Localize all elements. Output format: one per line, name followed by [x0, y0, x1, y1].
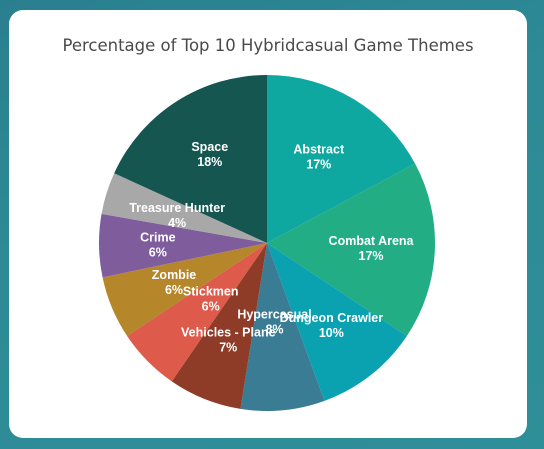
slice-label-stickmen: Stickmen	[183, 284, 239, 298]
slice-value-crime: 6%	[149, 246, 167, 260]
slice-value-treasure-hunter: 4%	[168, 216, 186, 230]
pie-slice-abstract	[267, 75, 416, 243]
slice-value-dungeon-crawler: 10%	[319, 326, 344, 340]
pie-slice-zombie	[102, 243, 267, 337]
slice-label-treasure-hunter: Treasure Hunter	[129, 201, 225, 215]
slice-value-stickmen: 6%	[202, 299, 220, 313]
pie-slice-space	[114, 75, 267, 243]
slice-value-hypercasual: 8%	[265, 323, 283, 337]
slice-label-space: Space	[191, 140, 228, 154]
slice-label-zombie: Zombie	[152, 268, 196, 282]
slice-value-combat-arena: 17%	[359, 249, 384, 263]
pie-slice-stickmen	[127, 243, 267, 382]
chart-title: Percentage of Top 10 Hybridcasual Game T…	[62, 36, 474, 55]
slice-value-space: 18%	[197, 155, 222, 169]
pie-slice-dungeon-crawler	[267, 243, 407, 401]
pie-slice-combat-arena	[267, 163, 435, 337]
slice-label-dungeon-crawler: Dungeon Crawler	[280, 311, 384, 325]
pie-slice-crime	[99, 213, 267, 278]
slice-label-crime: Crime	[140, 231, 175, 245]
pie-slice-treasure-hunter	[101, 173, 267, 243]
pie-slice-vehicles-plane	[171, 243, 267, 409]
pie-slice-hypercasual	[240, 243, 325, 412]
slice-value-abstract: 17%	[306, 158, 331, 172]
slice-value-zombie: 6%	[165, 283, 183, 297]
slice-label-vehicles-plane: Vehicles - Plane	[181, 326, 276, 340]
slice-label-hypercasual: Hypercasual	[237, 308, 311, 322]
slice-label-combat-arena: Combat Arena	[329, 234, 415, 248]
slice-value-vehicles-plane: 7%	[219, 341, 237, 355]
slice-label-abstract: Abstract	[293, 143, 345, 157]
